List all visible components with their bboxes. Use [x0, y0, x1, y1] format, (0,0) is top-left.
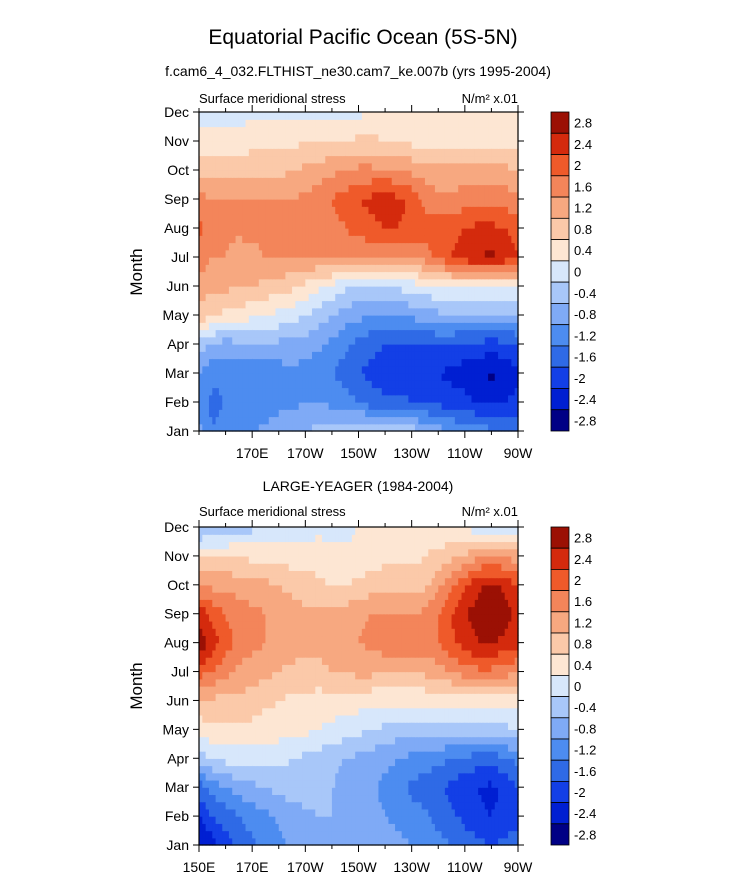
colorbar-swatch — [551, 410, 569, 431]
colorbar-swatch — [551, 346, 569, 367]
panel-subtitle: LARGE-YEAGER (1984-2004) — [263, 478, 454, 494]
colorbar-swatch — [551, 240, 569, 261]
y-tick-label: Dec — [164, 104, 189, 120]
colorbar-label: 2.8 — [574, 116, 592, 131]
panel-subtitle: f.cam6_4_032.FLTHIST_ne30.cam7_ke.007b (… — [165, 63, 551, 79]
y-tick-label: Oct — [167, 162, 189, 178]
colorbar-swatch — [551, 112, 569, 133]
panel-observed: LARGE-YEAGER (1984-2004) Surface meridio… — [127, 478, 596, 875]
colorbar-swatch — [551, 197, 569, 218]
colorbar-swatch — [551, 218, 569, 239]
colorbar: 2.8 2.4 2 1.6 1.2 0.8 0.4 0 -0.4 -0.8 -1.2 -1.6 -2 -2… — [551, 112, 596, 431]
colorbar-label: -2.4 — [574, 392, 596, 407]
right-label: N/m² x.01 — [462, 504, 518, 519]
colorbar-label: -1.2 — [574, 328, 596, 343]
x-tick-label: 110W — [447, 445, 483, 461]
colorbar-label: -2.8 — [574, 413, 596, 428]
colorbar-label: 1.6 — [574, 179, 592, 194]
left-label: Surface meridional stress — [199, 91, 346, 106]
colorbar-label: -2 — [574, 371, 586, 386]
colorbar-swatch — [551, 176, 569, 197]
x-tick-label: 170E — [236, 445, 269, 461]
left-label: Surface meridional stress — [199, 504, 346, 519]
colorbar-label: -1.6 — [574, 350, 596, 365]
y-tick-label: Feb — [165, 394, 189, 410]
y-tick-label: Jun — [166, 278, 189, 294]
colorbar-swatch — [551, 388, 569, 409]
y-tick-label: Sep — [164, 191, 189, 207]
colorbar-label: -0.8 — [574, 307, 596, 322]
heatmap-cells — [199, 527, 519, 846]
y-tick-label: Jul — [171, 249, 189, 265]
heatmap-cells — [199, 112, 519, 432]
colorbar-label: 0.8 — [574, 222, 592, 237]
x-tick-label: 90W — [504, 445, 534, 461]
colorbar-swatch — [551, 325, 569, 346]
y-tick-label: Nov — [164, 133, 189, 149]
colorbar-swatch — [551, 282, 569, 303]
x-tick-label: 130W — [393, 445, 430, 461]
x-tick-label: 150W — [340, 445, 377, 461]
panel-model: f.cam6_4_032.FLTHIST_ne30.cam7_ke.007b (… — [127, 63, 596, 461]
y-tick-label: Apr — [167, 336, 189, 352]
figure-title: Equatorial Pacific Ocean (5S-5N) — [208, 26, 517, 49]
colorbar-label: -0.4 — [574, 286, 596, 301]
colorbar-label: 1.2 — [574, 201, 592, 216]
colorbar-swatch — [551, 133, 569, 154]
x-tick-label: 170W — [287, 445, 324, 461]
colorbar-swatch — [551, 261, 569, 282]
y-tick-label: Jan — [166, 423, 189, 439]
colorbar-label: 0.4 — [574, 243, 592, 258]
y-axis-label: Month — [127, 662, 146, 709]
colorbar-swatch — [551, 155, 569, 176]
y-tick-label: Mar — [165, 365, 189, 381]
y-tick-label: May — [163, 307, 189, 323]
colorbar-swatch — [551, 367, 569, 388]
y-tick-label: Aug — [164, 220, 189, 236]
colorbar-label: 2.4 — [574, 137, 592, 152]
colorbar-swatch — [551, 303, 569, 324]
right-label: N/m² x.01 — [462, 91, 518, 106]
y-axis-label: Month — [127, 248, 146, 295]
colorbar-label: 0 — [574, 265, 581, 280]
colorbar-label: 2 — [574, 158, 581, 173]
